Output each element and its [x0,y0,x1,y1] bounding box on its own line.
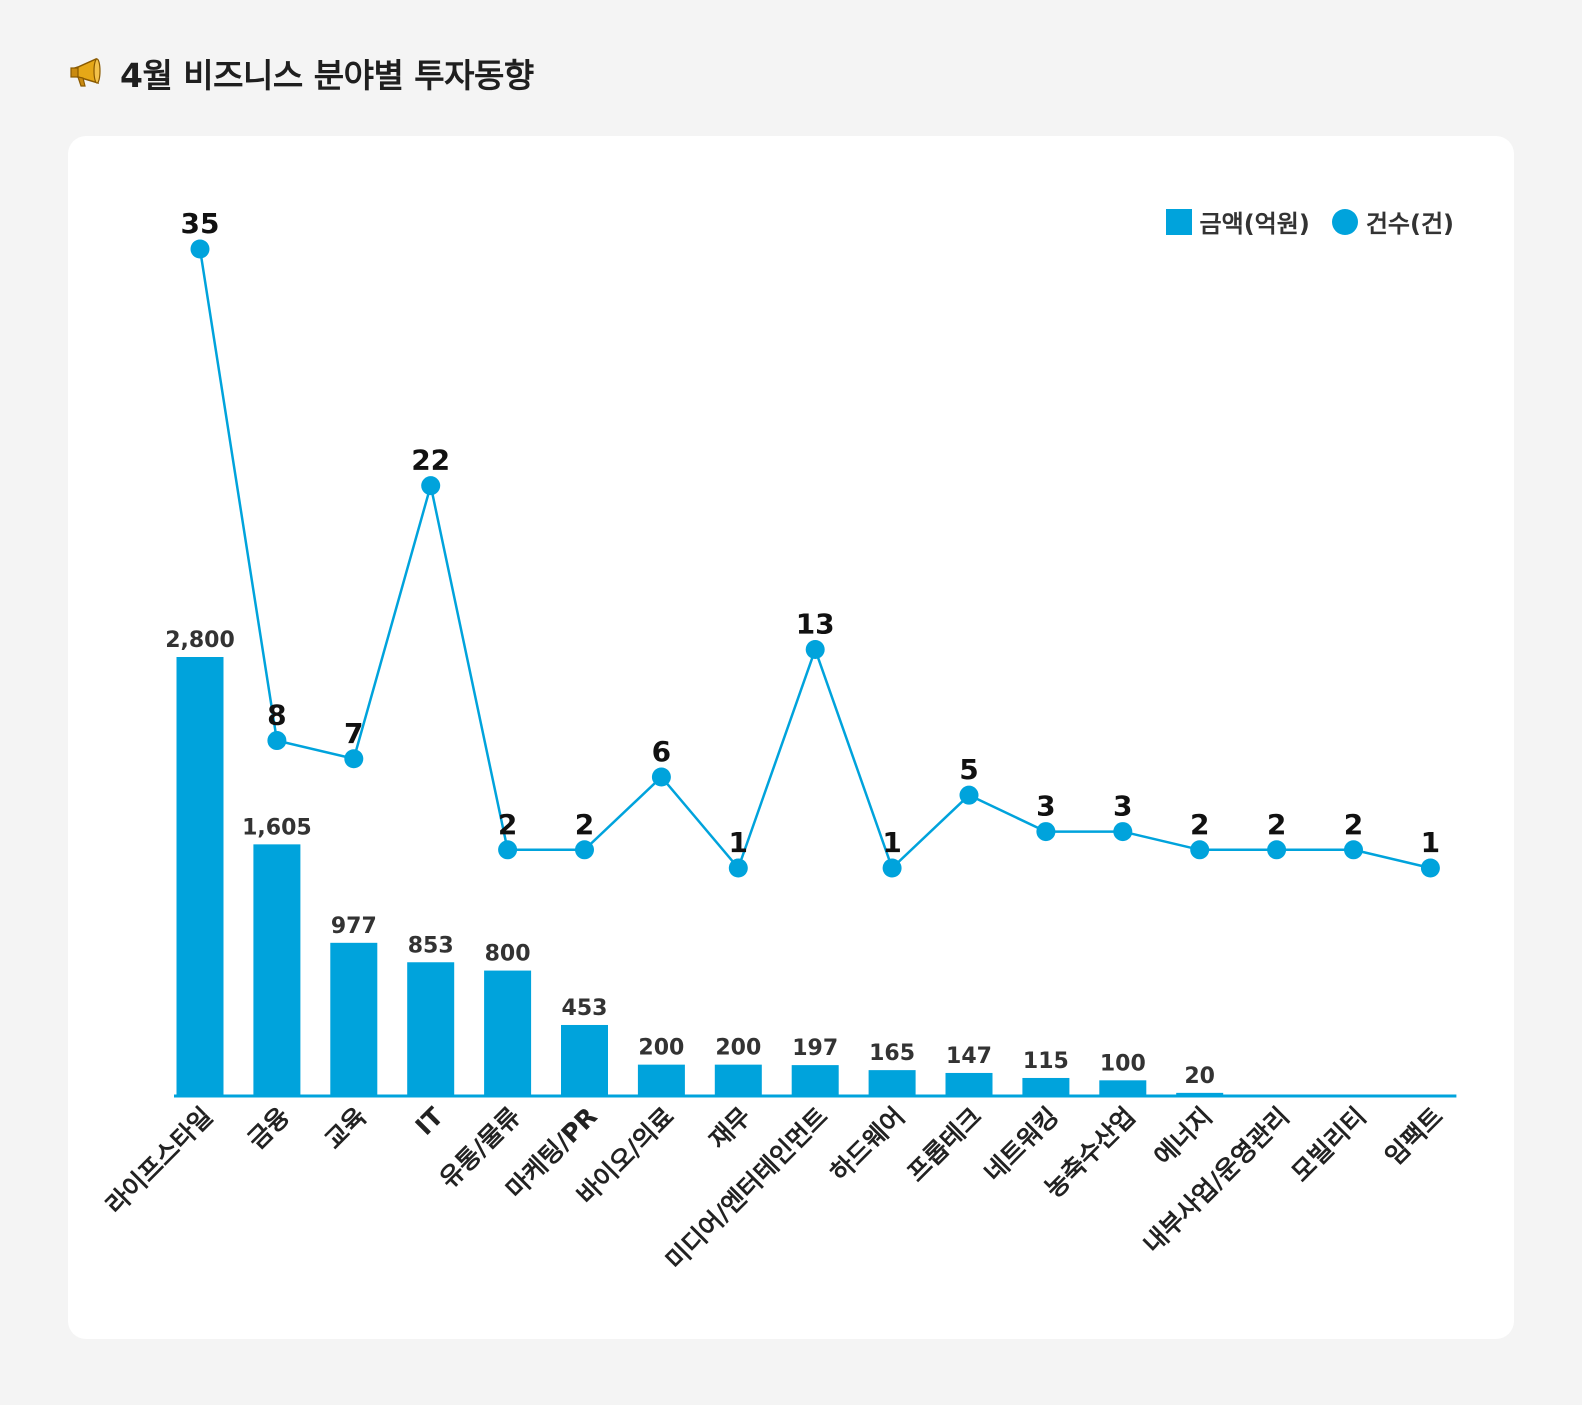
amount-bar [1022,1077,1070,1096]
count-point [1344,840,1363,860]
amount-bar-label: 147 [946,1044,992,1069]
amount-bar-label: 115 [1023,1049,1069,1074]
count-point-label: 7 [344,717,363,750]
chart-card: 금액(억원) 건수(건) 2,800 1,605 977 853 800 453 200 20… [68,136,1514,1339]
count-point-label: 2 [498,808,517,841]
count-point-label: 1 [729,826,748,859]
amount-bar [714,1064,762,1096]
amount-bar-label: 1,605 [242,815,312,840]
count-point [344,749,364,769]
count-point-label: 3 [1113,790,1132,823]
category-label: 내부사업/운영관리 [1138,1102,1295,1259]
category-label: 하드웨어 [825,1102,911,1188]
count-point [959,785,979,805]
amount-bar [561,1024,608,1096]
category-label: 에너지 [1149,1102,1218,1171]
count-line [198,248,1431,871]
amount-bar [484,970,532,1096]
count-point [498,840,518,860]
category-label: 교육 [319,1102,372,1155]
amount-bar [791,1065,839,1096]
amount-bar [868,1070,916,1096]
category-label: 라이프스타일 [100,1102,218,1220]
count-point [882,858,902,878]
legend-item-count: 건수(건) [1331,204,1454,239]
amount-bar-label: 453 [562,996,608,1021]
amount-bar-label: 800 [485,942,531,967]
amount-bar-label: 200 [715,1036,761,1061]
count-point [575,840,594,860]
count-point-label: 1 [1421,826,1440,859]
count-point [1190,840,1210,860]
amount-bar [1176,1092,1224,1096]
amount-bar-label: 100 [1100,1051,1146,1076]
count-point-label: 2 [1190,808,1209,841]
count-point-label: 35 [181,207,220,240]
count-point-label: 22 [411,444,450,477]
amount-bar-label: 165 [869,1041,915,1066]
amount-bar-label: 977 [331,914,377,939]
amount-bar-label: 197 [792,1036,838,1061]
category-label: IT [410,1102,449,1141]
count-point-label: 1 [882,826,901,859]
amount-bar-label: 853 [408,933,454,958]
amount-bar [637,1064,685,1096]
amount-bar [176,657,224,1096]
amount-bar [253,844,301,1096]
count-point [421,476,441,496]
amount-bar [330,942,378,1096]
category-label: 재무 [703,1102,756,1155]
count-point-label: 2 [575,808,594,841]
count-point [805,640,825,660]
page-header: 4월 비즈니스 분야별 투자동향 [68,48,534,98]
count-point-label: 2 [1344,808,1363,841]
amount-bar [1099,1080,1147,1096]
count-point [267,731,287,751]
legend-swatch-dot [1331,208,1358,235]
legend-label-amount: 금액(억원) [1199,210,1310,238]
count-point [651,767,671,787]
category-label: 프롭테크 [902,1102,988,1188]
megaphone-icon [70,57,101,87]
count-point [1267,840,1287,860]
count-point [1036,822,1056,842]
count-point-label: 5 [959,753,978,786]
count-point-label: 13 [796,608,835,641]
category-label: 모빌리티 [1286,1102,1372,1188]
legend-item-amount: 금액(억원) [1165,204,1310,239]
amount-bar-label: 200 [638,1036,684,1061]
legend-label-count: 건수(건) [1365,210,1454,238]
count-point-label: 6 [652,735,671,768]
amount-bar [407,962,455,1096]
count-point [1420,858,1440,878]
count-point [1113,822,1133,842]
page-title: 4월 비즈니스 분야별 투자동향 [120,56,534,95]
amount-bar [945,1072,993,1096]
legend-swatch-bar [1165,208,1192,235]
chart-legend: 금액(억원) 건수(건) [1165,204,1454,239]
category-label: 금융 [242,1102,295,1155]
count-point-label: 3 [1036,790,1055,823]
count-point-label: 2 [1267,808,1286,841]
count-point [728,858,748,878]
category-label: 임팩트 [1379,1102,1448,1171]
count-point [190,239,210,259]
amount-bar-label: 20 [1184,1064,1215,1089]
count-point-label: 8 [267,699,286,732]
amount-bar-label: 2,800 [165,628,235,653]
